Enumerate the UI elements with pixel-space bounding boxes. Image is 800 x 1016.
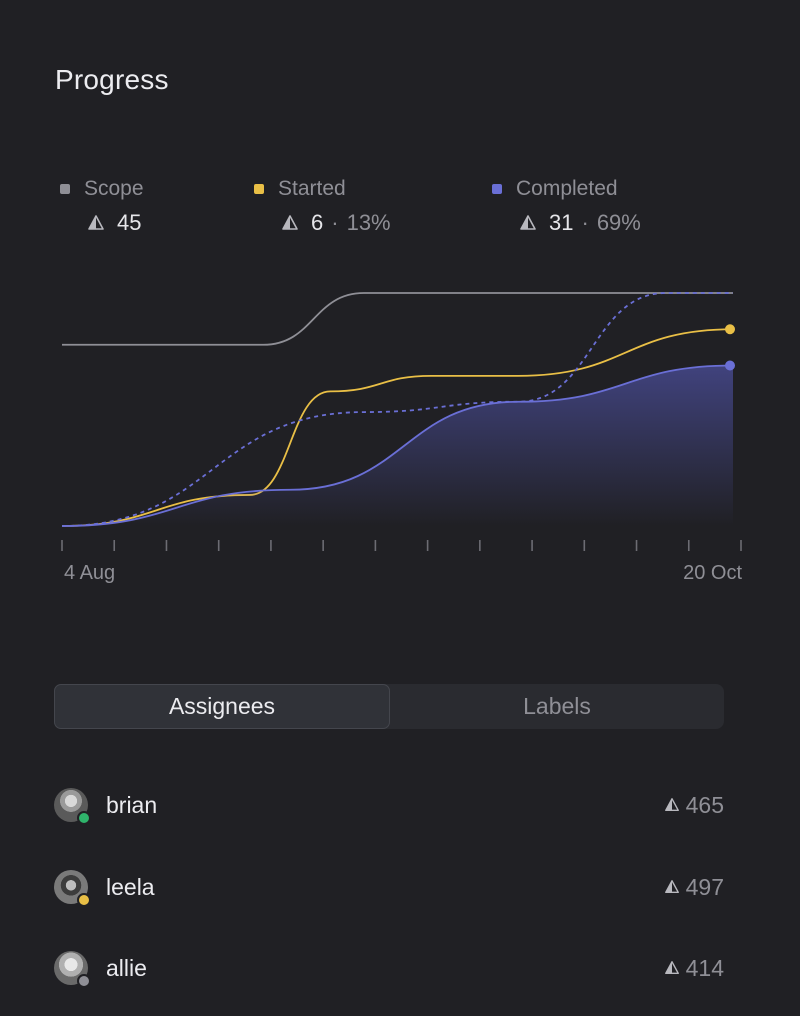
estimate-icon [281,214,299,232]
status-dot [77,974,91,988]
estimate-icon [664,960,680,976]
tab-assignees[interactable]: Assignees [54,684,390,729]
avatar [54,870,91,907]
assignee-row[interactable]: brian 465 [54,785,724,825]
legend-started: Started 6 · 13% [254,176,391,236]
completed-end-marker [725,360,735,371]
completed-count: 31 [549,210,574,235]
projection-line [61,292,733,527]
progress-chart [61,292,742,551]
estimate-icon [664,797,680,813]
breakdown-segmented-control: Assignees Labels [54,684,724,729]
legend-label-scope: Scope [84,177,144,200]
started-separator: · [331,210,339,235]
started-count: 6 [311,210,324,235]
assignee-estimate: 414 [685,954,724,981]
started-end-marker [725,324,735,335]
completed-percent: 69% [596,210,641,235]
assignee-row[interactable]: allie 414 [54,948,724,988]
completed-area [62,365,733,526]
status-dot [77,811,91,825]
x-axis-label-end: 20 Oct [683,562,742,584]
avatar [54,788,91,825]
x-axis-label-start: 4 Aug [64,562,116,584]
assignee-name: brian [106,791,158,818]
legend-label-completed: Completed [516,177,618,200]
assignee-name: leela [106,873,155,900]
completed-line [61,364,734,527]
completed-swatch [492,184,502,194]
scope-swatch [60,184,70,194]
legend-scope: Scope 45 [60,176,144,236]
legend-completed: Completed 31 · 69% [492,176,641,236]
assignee-row[interactable]: leela 497 [54,867,724,907]
assignee-estimate: 465 [685,791,724,818]
started-swatch [254,184,264,194]
started-line [61,328,734,527]
assignee-name: allie [106,954,147,981]
status-dot [77,893,91,907]
page-title: Progress [55,64,169,95]
tab-labels[interactable]: Labels [523,693,591,719]
completed-separator: · [581,210,589,235]
scope-count: 45 [117,210,142,235]
estimate-icon [87,214,105,232]
started-percent: 13% [346,210,391,235]
scope-line [62,292,733,346]
estimate-icon [664,879,680,895]
assignee-estimate: 497 [685,873,724,900]
estimate-icon [519,214,537,232]
legend-label-started: Started [278,177,346,200]
avatar [54,951,91,988]
